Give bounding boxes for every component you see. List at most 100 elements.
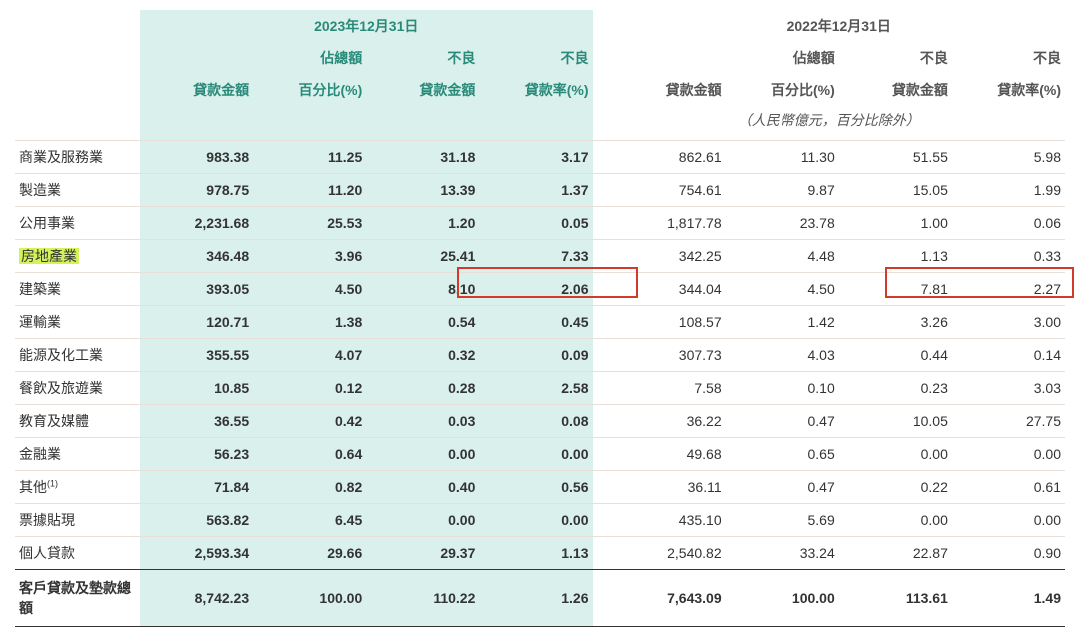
cell-n1: 0.54: [366, 306, 479, 339]
cell-p2: 0.47: [726, 405, 839, 438]
cell-n2: 22.87: [839, 537, 952, 570]
loan-breakdown-table: 2023年12月31日 2022年12月31日 佔總額 不良 不良 佔總額 不良…: [15, 10, 1065, 627]
row-label: 其他(1): [15, 471, 140, 504]
cell-p2: 23.78: [726, 207, 839, 240]
cell-r2: 0.00: [952, 504, 1065, 537]
col-pct-total-l2-2022: 百分比(%): [726, 74, 839, 106]
cell-a2: 49.68: [613, 438, 726, 471]
cell-r1: 0.00: [479, 438, 592, 471]
cell-n1: 0.32: [366, 339, 479, 372]
total-p2: 100.00: [726, 570, 839, 627]
cell-r1: 2.06: [479, 273, 592, 306]
col-npl-rate-l2-2023: 貸款率(%): [479, 74, 592, 106]
table-container: 2023年12月31日 2022年12月31日 佔總額 不良 不良 佔總額 不良…: [15, 10, 1065, 627]
cell-r2: 5.98: [952, 141, 1065, 174]
total-p1: 100.00: [253, 570, 366, 627]
cell-n2: 1.00: [839, 207, 952, 240]
cell-a1: 36.55: [140, 405, 253, 438]
col-pct-total-l1-2023: 佔總額: [253, 42, 366, 74]
cell-p1: 25.53: [253, 207, 366, 240]
cell-r1: 1.13: [479, 537, 592, 570]
row-label: 金融業: [15, 438, 140, 471]
cell-a2: 754.61: [613, 174, 726, 207]
cell-a1: 2,593.34: [140, 537, 253, 570]
row-label: 票據貼現: [15, 504, 140, 537]
cell-r2: 3.00: [952, 306, 1065, 339]
cell-a1: 563.82: [140, 504, 253, 537]
row-label: 公用事業: [15, 207, 140, 240]
col-npl-rate-l1-2023: 不良: [479, 42, 592, 74]
cell-a1: 983.38: [140, 141, 253, 174]
row-label: 能源及化工業: [15, 339, 140, 372]
cell-p2: 5.69: [726, 504, 839, 537]
cell-p2: 11.30: [726, 141, 839, 174]
total-r2: 1.49: [952, 570, 1065, 627]
row-label: 個人貸款: [15, 537, 140, 570]
table-row: 運輸業120.711.380.540.45108.571.423.263.00: [15, 306, 1065, 339]
table-row: 商業及服務業983.3811.2531.183.17862.6111.3051.…: [15, 141, 1065, 174]
cell-n2: 51.55: [839, 141, 952, 174]
cell-p2: 33.24: [726, 537, 839, 570]
cell-p1: 29.66: [253, 537, 366, 570]
cell-a2: 862.61: [613, 141, 726, 174]
table-row: 能源及化工業355.554.070.320.09307.734.030.440.…: [15, 339, 1065, 372]
table-row: 餐飲及旅遊業10.850.120.282.587.580.100.233.03: [15, 372, 1065, 405]
table-row: 建築業393.054.508.102.06344.044.507.812.27: [15, 273, 1065, 306]
cell-n2: 7.81: [839, 273, 952, 306]
cell-p2: 4.50: [726, 273, 839, 306]
cell-a2: 435.10: [613, 504, 726, 537]
table-row: 製造業978.7511.2013.391.37754.619.8715.051.…: [15, 174, 1065, 207]
cell-a1: 2,231.68: [140, 207, 253, 240]
cell-p1: 11.20: [253, 174, 366, 207]
total-label: 客戶貸款及墊款總額: [15, 570, 140, 627]
cell-n1: 0.00: [366, 438, 479, 471]
cell-r2: 0.33: [952, 240, 1065, 273]
cell-a2: 307.73: [613, 339, 726, 372]
period-2023: 2023年12月31日: [140, 10, 593, 42]
cell-a1: 56.23: [140, 438, 253, 471]
row-label: 房地產業: [15, 240, 140, 273]
total-n1: 110.22: [366, 570, 479, 627]
cell-a1: 393.05: [140, 273, 253, 306]
cell-r1: 3.17: [479, 141, 592, 174]
cell-a1: 120.71: [140, 306, 253, 339]
col-loan-amt-2022: 貸款金額: [613, 74, 726, 106]
cell-a2: 342.25: [613, 240, 726, 273]
cell-r1: 2.58: [479, 372, 592, 405]
cell-n1: 0.03: [366, 405, 479, 438]
cell-p2: 1.42: [726, 306, 839, 339]
cell-a2: 36.11: [613, 471, 726, 504]
cell-p1: 3.96: [253, 240, 366, 273]
cell-n1: 0.00: [366, 504, 479, 537]
cell-a2: 2,540.82: [613, 537, 726, 570]
table-row: 教育及媒體36.550.420.030.0836.220.4710.0527.7…: [15, 405, 1065, 438]
cell-r2: 0.00: [952, 438, 1065, 471]
table-row: 房地產業346.483.9625.417.33342.254.481.130.3…: [15, 240, 1065, 273]
cell-r2: 0.90: [952, 537, 1065, 570]
cell-n1: 25.41: [366, 240, 479, 273]
cell-r2: 0.61: [952, 471, 1065, 504]
cell-p2: 4.48: [726, 240, 839, 273]
cell-p1: 6.45: [253, 504, 366, 537]
cell-n2: 0.44: [839, 339, 952, 372]
col-npl-rate-l1-2022: 不良: [952, 42, 1065, 74]
cell-n2: 1.13: [839, 240, 952, 273]
col-npl-rate-l2-2022: 貸款率(%): [952, 74, 1065, 106]
cell-r2: 27.75: [952, 405, 1065, 438]
cell-r1: 7.33: [479, 240, 592, 273]
cell-a1: 71.84: [140, 471, 253, 504]
row-label: 運輸業: [15, 306, 140, 339]
period-2022: 2022年12月31日: [613, 10, 1066, 42]
table-row: 其他(1)71.840.820.400.5636.110.470.220.61: [15, 471, 1065, 504]
table-row: 票據貼現563.826.450.000.00435.105.690.000.00: [15, 504, 1065, 537]
cell-r1: 0.00: [479, 504, 592, 537]
cell-n1: 29.37: [366, 537, 479, 570]
row-label: 餐飲及旅遊業: [15, 372, 140, 405]
col-pct-total-l2-2023: 百分比(%): [253, 74, 366, 106]
cell-n2: 3.26: [839, 306, 952, 339]
cell-r1: 0.56: [479, 471, 592, 504]
cell-r2: 2.27: [952, 273, 1065, 306]
row-label: 建築業: [15, 273, 140, 306]
cell-p2: 0.10: [726, 372, 839, 405]
cell-r1: 1.37: [479, 174, 592, 207]
